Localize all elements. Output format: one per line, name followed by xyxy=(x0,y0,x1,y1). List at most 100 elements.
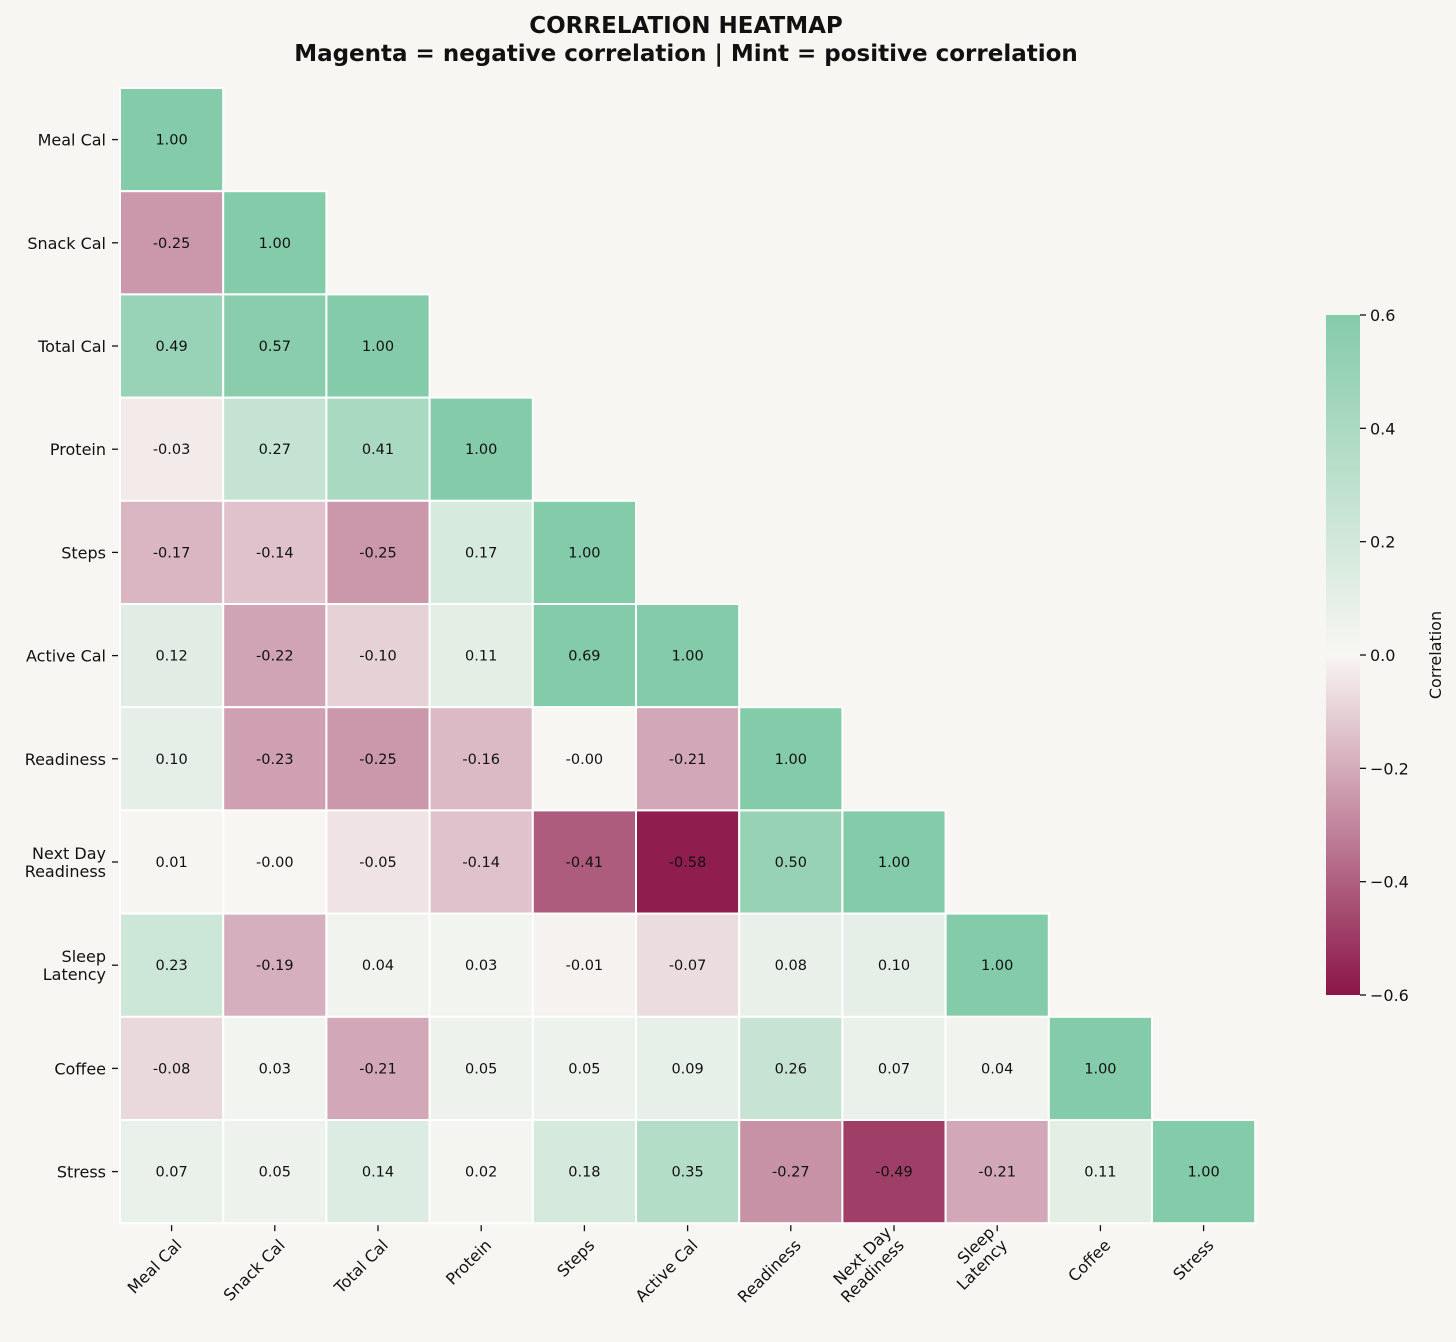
cell-value-label-7-1: -0.00 xyxy=(256,855,294,871)
heatmap-cell-5-5 xyxy=(635,603,741,709)
cell-value-label-4-0: -0.17 xyxy=(153,545,191,561)
y-tick-label: Snack Cal xyxy=(27,234,106,253)
heatmap-cell-10-6 xyxy=(738,1119,844,1225)
x-tick-label: Steps xyxy=(553,1236,598,1281)
cell-value-label-6-5: -0.21 xyxy=(669,752,707,768)
cell-value-label-7-3: -0.14 xyxy=(462,855,500,871)
cell-value-label-7-4: -0.41 xyxy=(566,855,604,871)
cell-value-label-9-5: 0.09 xyxy=(671,1061,703,1077)
x-tick-label: Total Cal xyxy=(330,1236,392,1298)
heatmap-cell-5-2 xyxy=(325,603,431,709)
x-tick-label: Coffee xyxy=(1064,1236,1114,1286)
y-tick-label: Next Day xyxy=(32,844,106,863)
heatmap-cell-1-1 xyxy=(222,190,328,296)
colorbar-tick-label: −0.2 xyxy=(1370,759,1409,778)
cell-value-label-7-0: 0.01 xyxy=(155,855,187,871)
heatmap-cell-9-7 xyxy=(841,1015,947,1121)
cell-value-label-5-5: 1.00 xyxy=(671,649,703,665)
heatmap-cell-8-8 xyxy=(944,912,1050,1018)
cell-value-label-9-3: 0.05 xyxy=(465,1061,497,1077)
heatmap-cell-3-1 xyxy=(222,396,328,502)
x-tick-label-group: Active Cal xyxy=(631,1236,701,1306)
y-tick-label: Coffee xyxy=(54,1059,106,1078)
heatmap-cell-9-8 xyxy=(944,1015,1050,1121)
cell-value-label-8-0: 0.23 xyxy=(155,958,187,974)
heatmap-cell-9-4 xyxy=(531,1015,637,1121)
heatmap-cell-10-5 xyxy=(635,1119,741,1225)
heatmap-cell-10-1 xyxy=(222,1119,328,1225)
cell-value-label-10-9: 0.11 xyxy=(1084,1165,1116,1181)
cell-value-label-3-1: 0.27 xyxy=(259,442,291,458)
cell-value-label-8-6: 0.08 xyxy=(775,958,807,974)
cell-value-label-8-5: -0.07 xyxy=(669,958,707,974)
cell-value-label-10-3: 0.02 xyxy=(465,1165,497,1181)
heatmap-cell-10-0 xyxy=(119,1119,225,1225)
y-tick-label: Steps xyxy=(61,543,106,562)
cell-value-label-5-2: -0.10 xyxy=(359,649,397,665)
colorbar-tick-label: −0.4 xyxy=(1370,873,1409,892)
heatmap-cell-1-0 xyxy=(119,190,225,296)
heatmap-cell-8-3 xyxy=(428,912,534,1018)
cell-value-label-8-4: -0.01 xyxy=(566,958,604,974)
heatmap-cell-6-3 xyxy=(428,706,534,812)
heatmap-cell-6-5 xyxy=(635,706,741,812)
x-tick-label-group: Meal Cal xyxy=(124,1236,186,1298)
heatmap-cell-8-6 xyxy=(738,912,844,1018)
cell-value-label-8-3: 0.03 xyxy=(465,958,497,974)
x-tick-label: Protein xyxy=(442,1236,495,1289)
cell-value-label-10-5: 0.35 xyxy=(671,1165,703,1181)
cell-value-label-4-3: 0.17 xyxy=(465,545,497,561)
colorbar-tick-label: 0.2 xyxy=(1370,533,1395,552)
heatmap-cell-9-5 xyxy=(635,1015,741,1121)
heatmap-cell-6-1 xyxy=(222,706,328,812)
y-tick-label: Readiness xyxy=(25,750,106,769)
heatmap-cell-5-3 xyxy=(428,603,534,709)
colorbar-tick-label: 0.4 xyxy=(1370,419,1395,438)
cell-value-label-7-5: -0.58 xyxy=(669,855,707,871)
x-tick-label-group: Snack Cal xyxy=(220,1236,289,1305)
cell-value-label-3-0: -0.03 xyxy=(153,442,191,458)
cell-value-label-9-6: 0.26 xyxy=(775,1061,807,1077)
y-tick-label: Latency xyxy=(43,965,106,984)
heatmap-cell-5-0 xyxy=(119,603,225,709)
cell-value-label-9-7: 0.07 xyxy=(878,1061,910,1077)
heatmap-cell-7-7 xyxy=(841,809,947,915)
colorbar-label: Correlation xyxy=(1426,611,1445,699)
cell-value-label-8-2: 0.04 xyxy=(362,958,394,974)
colorbar-tick-label: 0.0 xyxy=(1370,646,1395,665)
cell-value-label-4-1: -0.14 xyxy=(256,545,294,561)
cell-value-label-8-8: 1.00 xyxy=(981,958,1013,974)
x-tick-label-group: Coffee xyxy=(1064,1236,1114,1286)
heatmap-cell-10-10 xyxy=(1151,1119,1257,1225)
cell-value-label-6-4: -0.00 xyxy=(566,752,604,768)
heatmap-cell-4-1 xyxy=(222,499,328,605)
heatmap-cell-4-3 xyxy=(428,499,534,605)
x-axis: Meal Cal Snack Cal Total Cal Protein Steps Ac… xyxy=(124,1223,1218,1307)
cell-value-label-9-8: 0.04 xyxy=(981,1061,1013,1077)
cell-value-label-3-2: 0.41 xyxy=(362,442,394,458)
heatmap-cell-8-2 xyxy=(325,912,431,1018)
colorbar-tick-label: −0.6 xyxy=(1370,986,1409,1005)
cell-value-label-7-2: -0.05 xyxy=(359,855,397,871)
cell-value-label-5-3: 0.11 xyxy=(465,649,497,665)
heatmap-cell-8-5 xyxy=(635,912,741,1018)
heatmap-cell-10-3 xyxy=(428,1119,534,1225)
heatmap-cell-7-2 xyxy=(325,809,431,915)
cell-value-label-4-4: 1.00 xyxy=(568,545,600,561)
cell-value-label-8-7: 0.10 xyxy=(878,958,910,974)
cell-value-label-7-7: 1.00 xyxy=(878,855,910,871)
y-tick-label: Stress xyxy=(57,1163,106,1182)
cell-value-label-10-7: -0.49 xyxy=(875,1165,913,1181)
heatmap-cell-10-8 xyxy=(944,1119,1050,1225)
colorbar: Correlation 0.6 0.4 0.2 0.0 −0.2 −0.4 −0.6 xyxy=(1326,306,1445,1005)
cell-value-label-9-4: 0.05 xyxy=(568,1061,600,1077)
cell-value-label-1-0: -0.25 xyxy=(153,236,191,252)
x-tick-label: Readiness xyxy=(734,1236,805,1307)
heatmap-cell-9-0 xyxy=(119,1015,225,1121)
heatmap-cell-3-3 xyxy=(428,396,534,502)
x-tick-label-group: Stress xyxy=(1169,1236,1217,1284)
heatmap-cell-10-4 xyxy=(531,1119,637,1225)
cell-value-label-1-1: 1.00 xyxy=(259,236,291,252)
